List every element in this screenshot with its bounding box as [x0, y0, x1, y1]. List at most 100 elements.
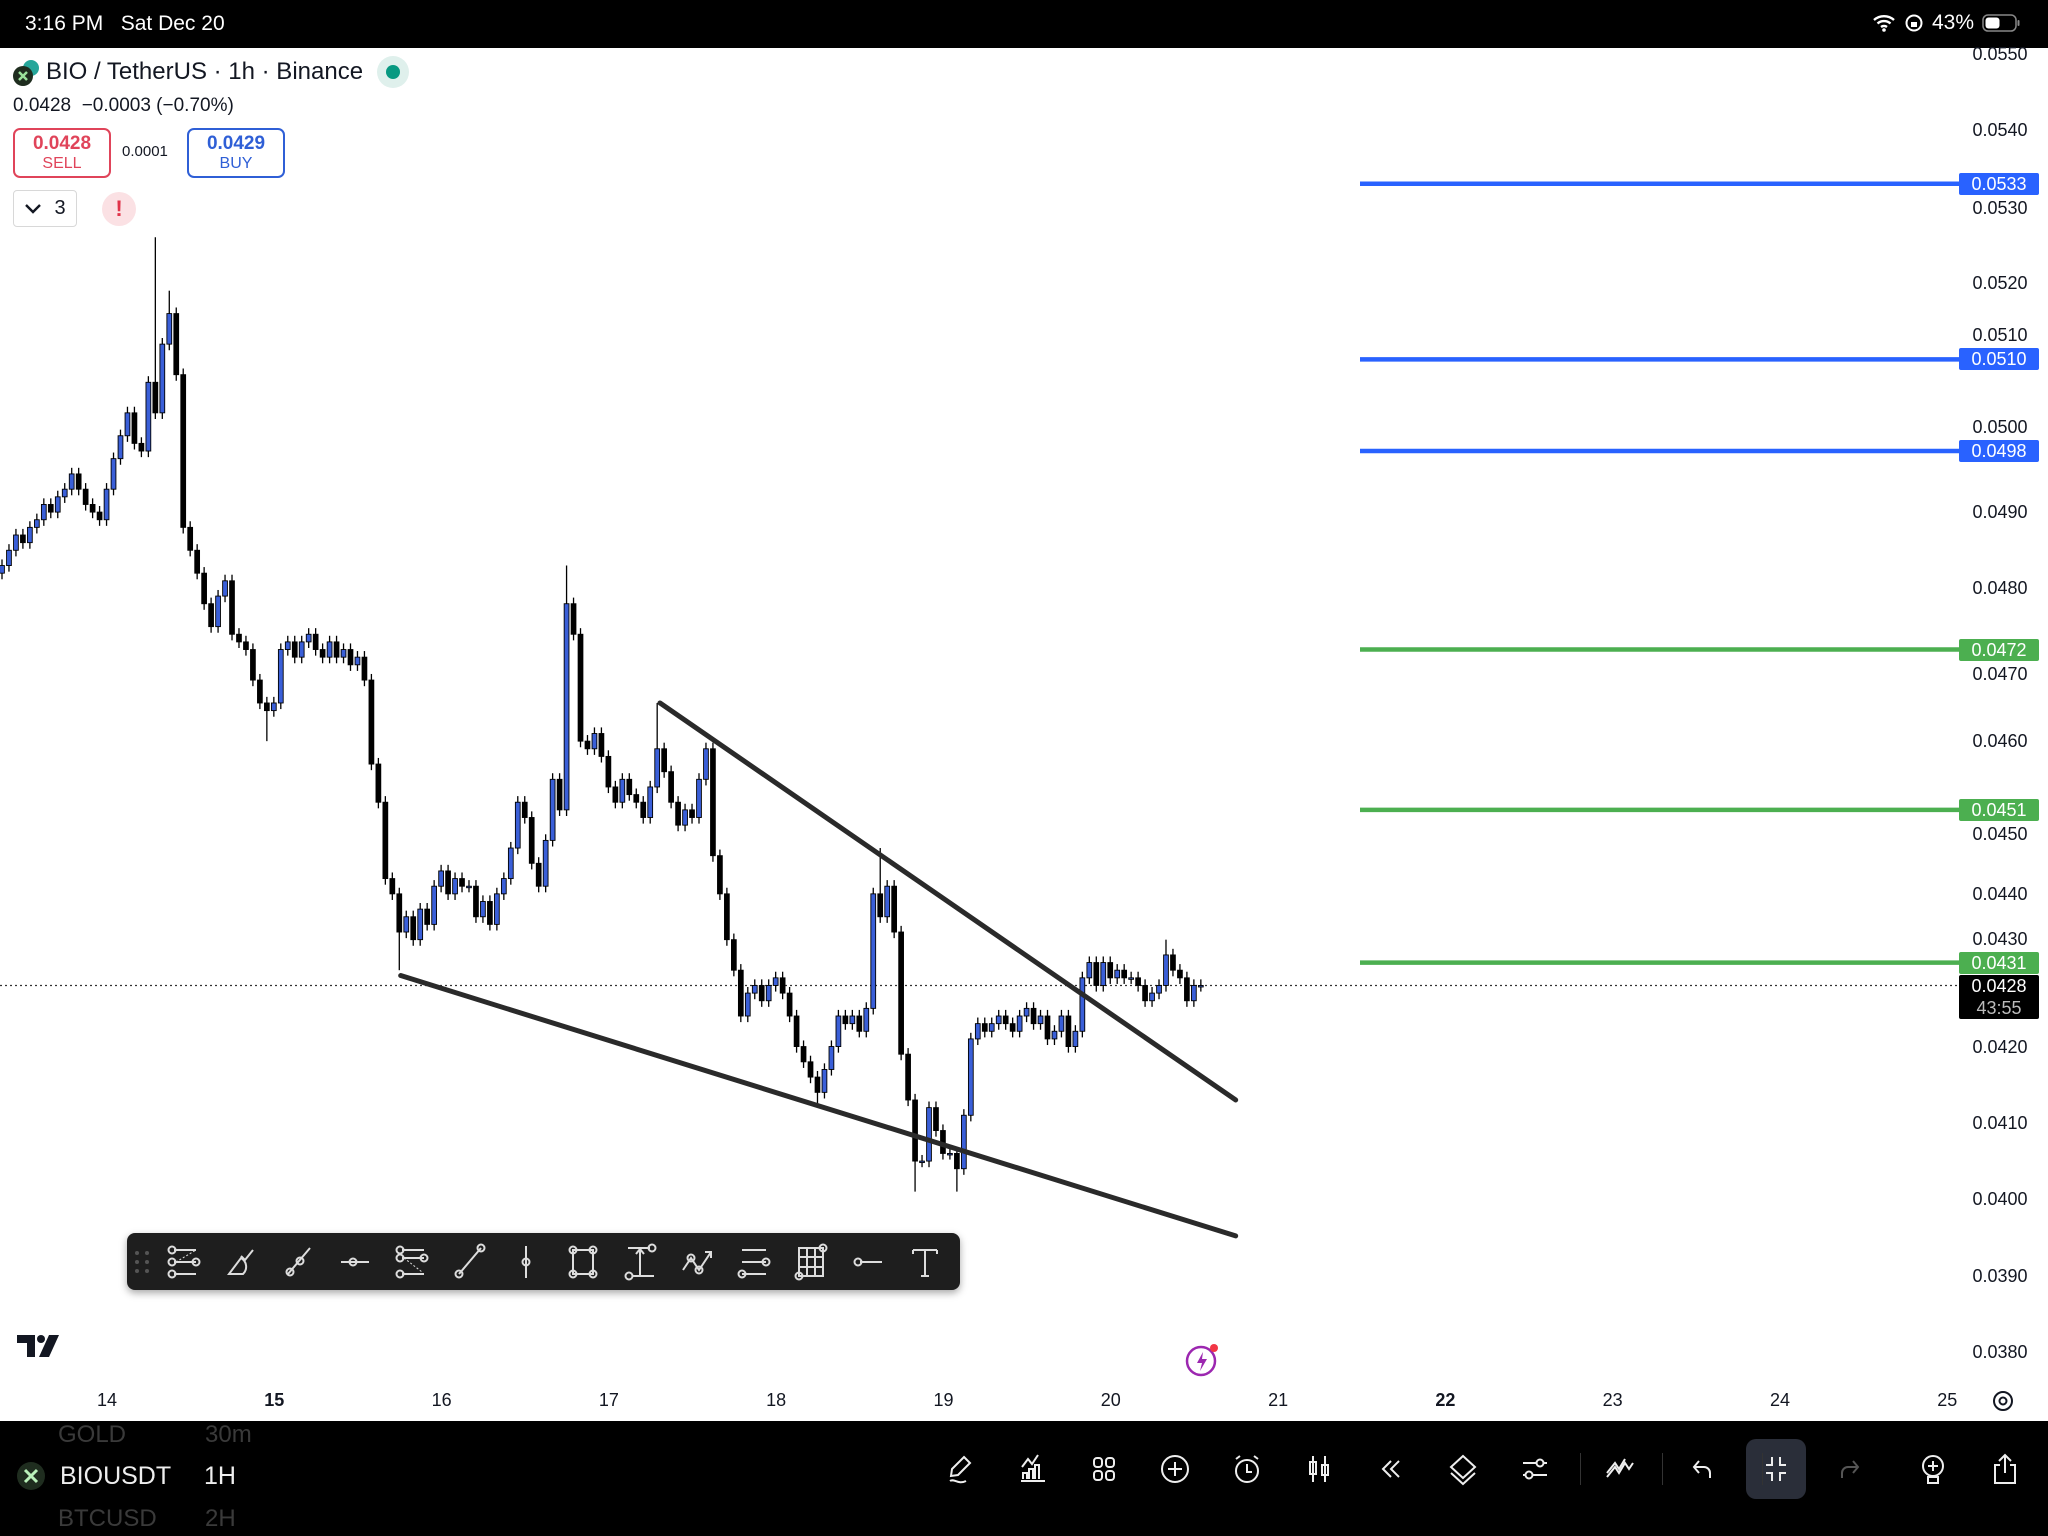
candle-body-up [1128, 977, 1134, 980]
candle-body-down [800, 1046, 807, 1063]
time-axis-tick: 14 [96, 1390, 118, 1410]
tool-fib-extension[interactable] [383, 1233, 440, 1290]
symbol-selector[interactable]: BIOUSDT [16, 1461, 171, 1491]
undo-button[interactable] [1674, 1439, 1734, 1499]
redo-button[interactable] [1818, 1439, 1878, 1499]
candle-body-down [814, 1076, 821, 1093]
candle [689, 803, 695, 824]
lightning-icon[interactable] [1184, 1341, 1222, 1379]
interval-selector[interactable]: 1H [204, 1462, 236, 1490]
candle-body-down [933, 1107, 939, 1131]
candle-body-down [981, 1023, 988, 1032]
candle-body-up [563, 603, 570, 811]
symbol-name[interactable]: BIOUSDT [60, 1462, 172, 1490]
sell-button[interactable]: 0.0428 SELL [13, 128, 111, 178]
candle [47, 498, 54, 519]
candle [291, 635, 298, 664]
layers-button[interactable] [1433, 1439, 1493, 1499]
tool-path[interactable] [668, 1233, 725, 1290]
candle-body-down [396, 893, 403, 933]
layouts-button[interactable] [1074, 1439, 1134, 1499]
indicators-toggle-button[interactable]: 3 [13, 190, 77, 227]
drawing-toolbar[interactable] [127, 1233, 960, 1290]
drag-handle[interactable] [135, 1250, 155, 1273]
tool-text[interactable] [896, 1233, 953, 1290]
tool-ray[interactable] [440, 1233, 497, 1290]
alert-icon [1235, 1455, 1259, 1483]
candle [786, 986, 793, 1023]
candle-body-down [856, 1015, 863, 1032]
candle [905, 1048, 911, 1107]
buy-button[interactable]: 0.0429 BUY [187, 128, 285, 178]
candle-body-down [424, 908, 431, 925]
candle-body-up [110, 458, 117, 490]
candle [863, 1002, 870, 1038]
horizontal-ray-icon [340, 1257, 369, 1266]
candle [1002, 1009, 1009, 1030]
candle [40, 498, 47, 526]
ideas-button[interactable] [1589, 1439, 1649, 1499]
candle-body-up [13, 534, 19, 551]
candle [961, 1109, 967, 1175]
candle-body-down [793, 1015, 800, 1048]
candle-body-up [647, 786, 654, 818]
candle [772, 971, 779, 992]
idea-bulb-button[interactable] [1903, 1439, 1963, 1499]
chart-type-button[interactable] [1289, 1439, 1349, 1499]
candle-body-up [995, 1015, 1002, 1025]
tool-fib-retracement[interactable] [155, 1233, 212, 1290]
share-button[interactable] [1975, 1439, 2035, 1499]
candle-body-down [689, 809, 695, 818]
bar-countdown: 43:55 [1976, 998, 2022, 1019]
candle-body-down [731, 939, 737, 971]
warning-icon[interactable]: ! [102, 192, 136, 226]
candle-body-up [1156, 985, 1162, 994]
replay-button[interactable] [1361, 1439, 1421, 1499]
candle [542, 834, 549, 893]
candle [563, 565, 570, 816]
tool-rectangle[interactable] [554, 1233, 611, 1290]
tool-brush[interactable] [212, 1233, 269, 1290]
candle [403, 910, 410, 939]
symbol-logo-icon [12, 59, 39, 86]
tool-trend-line[interactable] [269, 1233, 326, 1290]
candle-body-up [215, 595, 221, 628]
candle [250, 643, 256, 687]
candle-body-up [270, 702, 277, 712]
collapse-button[interactable] [1746, 1439, 1806, 1499]
indicators-button[interactable] [1002, 1439, 1062, 1499]
candle [389, 872, 396, 900]
candle [138, 437, 145, 458]
symbol-title[interactable]: BIO / TetherUS · 1h · Binance [46, 58, 364, 85]
candle-body-down [1184, 977, 1190, 1002]
tool-horizontal-line[interactable] [839, 1233, 896, 1290]
candle-body-up [974, 1023, 981, 1040]
add-button[interactable] [1145, 1439, 1205, 1499]
tool-horizontal-ray[interactable] [326, 1233, 383, 1290]
ghost-symbol-prev[interactable]: GOLD [58, 1421, 127, 1448]
ghost-interval-next[interactable]: 2H [205, 1505, 236, 1532]
candle [201, 567, 207, 610]
candle-body-down [737, 969, 744, 1017]
tool-price-range[interactable] [611, 1233, 668, 1290]
ghost-interval-prev[interactable]: 30m [205, 1421, 252, 1448]
candle [1156, 979, 1162, 1000]
candle [898, 925, 904, 1061]
candle-body-up [1051, 1030, 1058, 1040]
drawing-button[interactable] [930, 1439, 990, 1499]
tool-parallel-lines[interactable] [725, 1233, 782, 1290]
tool-vertical-line[interactable] [497, 1233, 554, 1290]
ghost-symbol-next[interactable]: BTCUSD [58, 1505, 157, 1532]
candle [577, 628, 584, 748]
candle-body-up [166, 313, 173, 345]
symbol-header[interactable]: BIO / TetherUS · 1h · Binance [12, 56, 410, 88]
candle-body-up [480, 901, 486, 918]
price-range-icon [624, 1243, 656, 1280]
alert-button[interactable] [1217, 1439, 1277, 1499]
tool-gann-box[interactable] [782, 1233, 839, 1290]
candle-body-up [340, 649, 347, 658]
settings-sliders-button[interactable] [1505, 1439, 1565, 1499]
axis-settings-icon[interactable] [1990, 1388, 2016, 1414]
price-axis-tick: 0.0390 [1972, 1265, 2028, 1286]
